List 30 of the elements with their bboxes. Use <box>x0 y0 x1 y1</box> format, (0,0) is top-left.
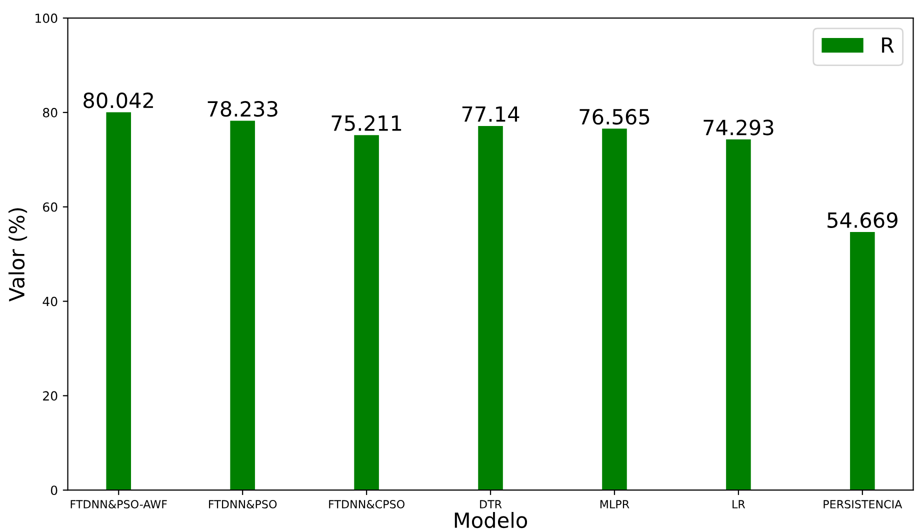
y-tick-label: 60 <box>43 202 58 212</box>
bar <box>354 135 379 490</box>
data-label: 54.669 <box>828 212 898 228</box>
x-tick-label: FTDNN&PSO-AWF <box>70 500 167 508</box>
y-tick-label: 20 <box>43 391 58 401</box>
bar <box>726 139 751 490</box>
data-label: 76.565 <box>580 108 650 125</box>
y-axis-title: Valor (%) <box>8 208 28 302</box>
x-tick-label: FTDNN&PSO <box>209 500 277 508</box>
data-label: 74.293 <box>704 120 774 136</box>
bar <box>850 232 875 490</box>
x-tick-label: MLPR <box>600 500 630 508</box>
bar <box>106 112 132 490</box>
data-label: 75.211 <box>332 115 402 132</box>
data-label: 77.14 <box>462 106 520 122</box>
y-tick-label: 80 <box>43 108 58 118</box>
bar <box>230 120 255 490</box>
data-label: 78.233 <box>208 101 278 117</box>
data-label: 80.042 <box>84 92 153 108</box>
x-tick-label: PERSISTENCIA <box>824 500 902 508</box>
y-tick-label: 0 <box>50 486 58 496</box>
x-tick-label: DTR <box>480 500 502 508</box>
legend-label: R <box>882 37 894 53</box>
bar <box>602 128 627 490</box>
x-tick-label: LR <box>732 500 746 508</box>
bar <box>478 126 503 490</box>
y-tick-label: 40 <box>42 296 58 306</box>
y-tick-label: 100 <box>36 14 58 23</box>
x-axis-title: Modelo <box>454 512 528 528</box>
x-tick-label: FTDNN&CPSO <box>329 500 404 508</box>
